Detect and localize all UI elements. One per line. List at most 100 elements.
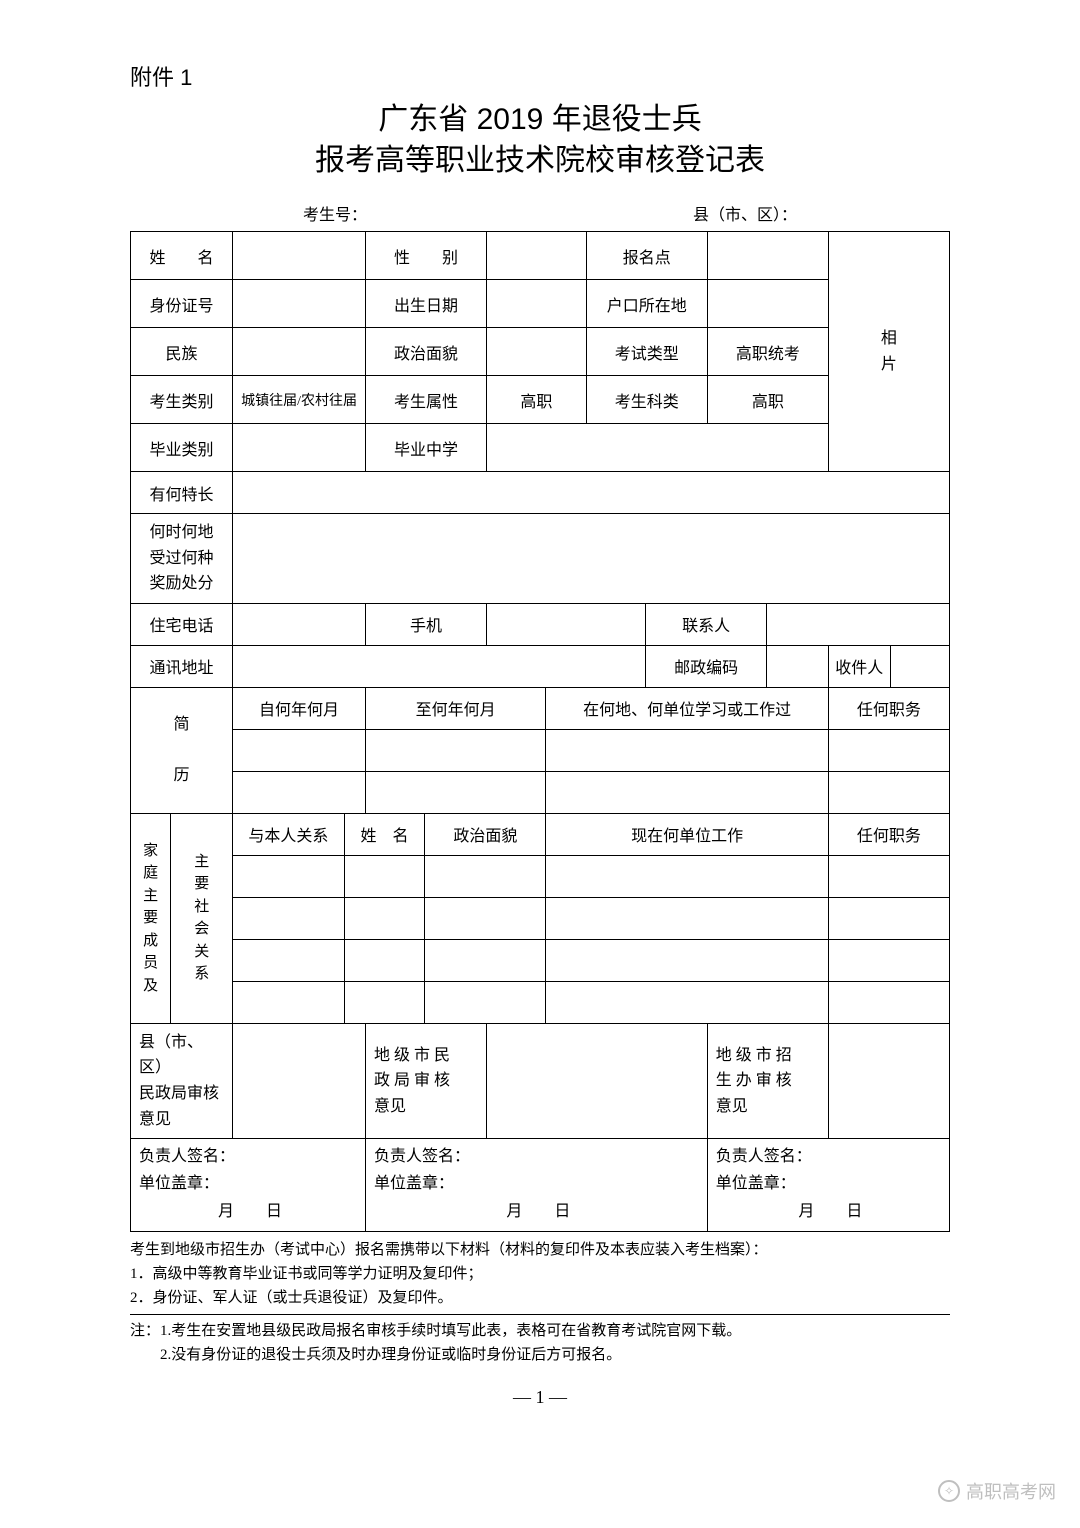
field-mobile: [487, 603, 646, 645]
label-exam-type: 考试类型: [586, 328, 707, 376]
label-where-study: 在何地、何单位学习或工作过: [546, 687, 828, 729]
label-resume: 简 历: [131, 687, 233, 813]
watermark-text: 高职高考网: [966, 1478, 1056, 1504]
label-name: 姓 名: [131, 232, 233, 280]
county-label: 县（市、区）：: [540, 201, 950, 225]
sign-block-1: 负责人签名： 单位盖章： 月 日: [131, 1139, 366, 1232]
photo-cell: 相 片: [828, 232, 949, 472]
label-political: 政治面貌: [365, 328, 486, 376]
fam-r1-c1: [233, 855, 345, 897]
label-position: 任何职务: [828, 687, 949, 729]
label-hukou: 户口所在地: [586, 280, 707, 328]
fam-r1-c2: [344, 855, 425, 897]
label-fam-workplace: 现在何单位工作: [546, 813, 828, 855]
label-cand-cat: 考生类别: [131, 376, 233, 424]
fam-r3-c5: [828, 939, 949, 981]
field-political: [487, 328, 587, 376]
label-family-1: 家庭主要成员及: [131, 813, 171, 1023]
date-label-1: 月 日: [139, 1198, 361, 1225]
label-id-no: 身份证号: [131, 280, 233, 328]
sign-block-3: 负责人签名： 单位盖章： 月 日: [707, 1139, 949, 1232]
label-to-date: 至何年何月: [365, 687, 545, 729]
fam-r3-c4: [546, 939, 828, 981]
label-address: 通讯地址: [131, 645, 233, 687]
field-cand-cat: 城镇往届/农村往届: [233, 376, 366, 424]
field-postcode: [767, 645, 829, 687]
fam-r4-c2: [344, 981, 425, 1023]
resume-r1-c1: [233, 729, 366, 771]
seal-label-3: 单位盖章：: [716, 1175, 796, 1192]
resume-r1-c4: [828, 729, 949, 771]
notes-block: 注：1.考生在安置地县级民政局报名审核手续时填写此表，表格可在省教育考试院官网下…: [130, 1319, 950, 1367]
resume-r2-c1: [233, 771, 366, 813]
fam-r2-c3: [425, 897, 546, 939]
field-home-phone: [233, 603, 366, 645]
field-cand-attr: 高职: [487, 376, 587, 424]
attachment-label: 附件 1: [130, 60, 950, 92]
resume-r2-c3: [546, 771, 828, 813]
label-relation: 与本人关系: [233, 813, 345, 855]
fam-r4-c4: [546, 981, 828, 1023]
date-label-2: 月 日: [374, 1198, 703, 1225]
field-awards: [233, 514, 950, 604]
label-grad-school: 毕业中学: [365, 424, 486, 472]
sign-label-2: 负责人签名：: [374, 1148, 470, 1165]
label-fam-position: 任何职务: [828, 813, 949, 855]
label-dob: 出生日期: [365, 280, 486, 328]
field-address: [233, 645, 646, 687]
label-family-2: 主要社会关系: [171, 813, 233, 1023]
label-mobile: 手机: [365, 603, 486, 645]
field-cand-subj: 高职: [707, 376, 828, 424]
watermark: ✧ 高职高考网: [938, 1478, 1056, 1504]
materials-block: 考生到地级市招生办（考试中心）报名需携带以下材料（材料的复印件及本表应装入考生档…: [130, 1238, 950, 1310]
exam-no-label: 考生号：: [130, 201, 540, 225]
materials-line-2: 2．身份证、军人证（或士兵退役证）及复印件。: [130, 1286, 950, 1310]
field-grad-school: [487, 424, 829, 472]
field-specialty: [233, 472, 950, 514]
label-cand-subj: 考生科类: [586, 376, 707, 424]
resume-r2-c4: [828, 771, 949, 813]
resume-r1-c2: [365, 729, 545, 771]
label-ethnic: 民族: [131, 328, 233, 376]
field-grad-cat: [233, 424, 366, 472]
label-grad-cat: 毕业类别: [131, 424, 233, 472]
fam-r3-c3: [425, 939, 546, 981]
seal-label-2: 单位盖章：: [374, 1175, 454, 1192]
field-dob: [487, 280, 587, 328]
label-county-civil: 县（市、区） 民政局审核 意见: [131, 1023, 233, 1138]
label-home-phone: 住宅电话: [131, 603, 233, 645]
label-gender: 性 别: [365, 232, 486, 280]
materials-intro: 考生到地级市招生办（考试中心）报名需携带以下材料（材料的复印件及本表应装入考生档…: [130, 1238, 950, 1262]
page-title: 广东省 2019 年退役士兵 报考高等职业技术院校审核登记表: [130, 100, 950, 181]
seal-label-1: 单位盖章：: [139, 1175, 219, 1192]
date-label-3: 月 日: [716, 1198, 945, 1225]
field-city-civil: [487, 1023, 708, 1138]
field-contact: [767, 603, 950, 645]
label-awards: 何时何地 受过何种 奖励处分: [131, 514, 233, 604]
label-fam-political: 政治面貌: [425, 813, 546, 855]
fam-r1-c5: [828, 855, 949, 897]
field-ethnic: [233, 328, 366, 376]
fam-r3-c2: [344, 939, 425, 981]
field-exam-type: 高职统考: [707, 328, 828, 376]
label-city-enroll: 地 级 市 招 生 办 审 核 意见: [707, 1023, 828, 1138]
sign-label-3: 负责人签名：: [716, 1148, 812, 1165]
label-recipient: 收件人: [828, 645, 890, 687]
field-recipient: [890, 645, 949, 687]
resume-r2-c2: [365, 771, 545, 813]
label-specialty: 有何特长: [131, 472, 233, 514]
fam-r2-c1: [233, 897, 345, 939]
label-postcode: 邮政编码: [646, 645, 767, 687]
label-fam-name: 姓 名: [344, 813, 425, 855]
notes-line-2: 2.没有身份证的退役士兵须及时办理身份证或临时身份证后方可报名。: [130, 1343, 950, 1367]
notes-line-1: 注：1.考生在安置地县级民政局报名审核手续时填写此表，表格可在省教育考试院官网下…: [130, 1319, 950, 1343]
sign-label-1: 负责人签名：: [139, 1148, 235, 1165]
fam-r3-c1: [233, 939, 345, 981]
field-name: [233, 232, 366, 280]
fam-r4-c5: [828, 981, 949, 1023]
label-contact: 联系人: [646, 603, 767, 645]
fam-r1-c3: [425, 855, 546, 897]
header-row: 考生号： 县（市、区）：: [130, 201, 950, 225]
sign-block-2: 负责人签名： 单位盖章： 月 日: [365, 1139, 707, 1232]
field-hukou: [707, 280, 828, 328]
